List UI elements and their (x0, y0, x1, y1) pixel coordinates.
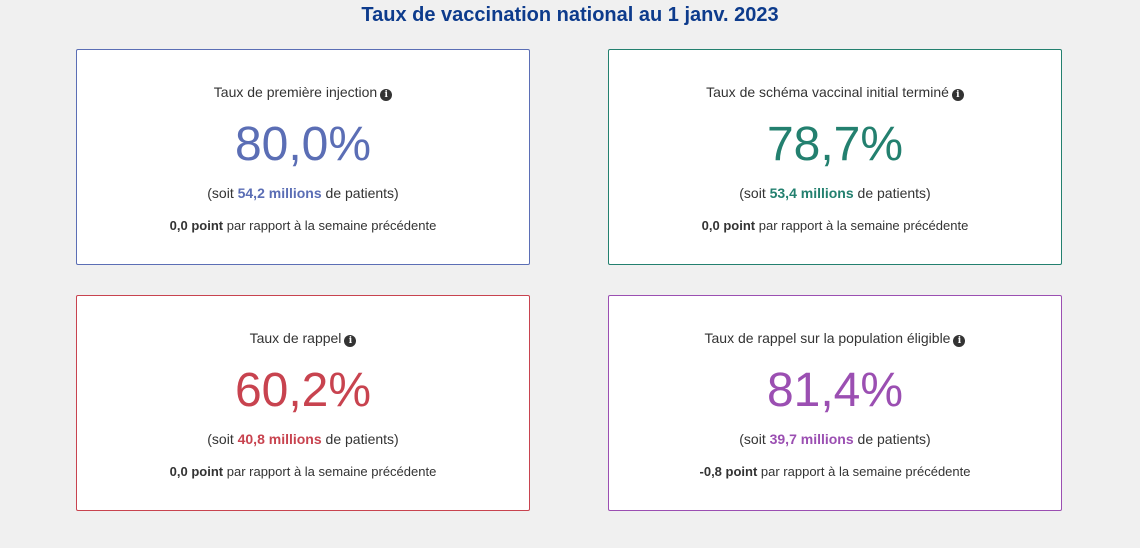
card-label: Taux de première injection i (77, 83, 529, 101)
card-change: 0,0 point par rapport à la semaine précé… (609, 217, 1061, 234)
info-circle-icon[interactable]: i (344, 335, 357, 347)
card-patients: (soit 39,7 millions de patients) (609, 430, 1061, 448)
patients-prefix: (soit (207, 185, 238, 201)
patients-count: 40,8 millions (237, 431, 322, 447)
card-first-injection: Taux de première injection i 80,0% (soit … (76, 49, 530, 265)
info-circle-icon[interactable]: i (380, 89, 393, 101)
change-points: -0,8 point (699, 464, 758, 479)
page-title: Taux de vaccination national au 1 janv. … (361, 4, 779, 26)
card-patients: (soit 40,8 millions de patients) (77, 430, 529, 448)
patients-count: 39,7 millions (769, 431, 854, 447)
card-label: Taux de rappel sur la population éligibl… (609, 329, 1061, 347)
patients-count: 54,2 millions (237, 185, 322, 201)
card-label: Taux de rappel i (77, 329, 529, 347)
card-initial-schedule: Taux de schéma vaccinal initial terminé i… (608, 49, 1062, 265)
info-circle-icon[interactable]: i (953, 335, 966, 347)
card-label-text: Taux de rappel sur la population éligibl… (704, 330, 951, 346)
card-patients: (soit 54,2 millions de patients) (77, 184, 529, 202)
card-change: -0,8 point par rapport à la semaine préc… (609, 463, 1061, 480)
card-value: 81,4% (766, 364, 904, 417)
patients-suffix: de patients) (321, 431, 399, 447)
change-points: 0,0 point (169, 218, 224, 233)
card-label-text: Taux de schéma vaccinal initial terminé (706, 84, 949, 100)
change-suffix: par rapport à la semaine précédente (757, 464, 971, 479)
patients-suffix: de patients) (853, 431, 931, 447)
card-value: 60,2% (234, 364, 372, 417)
patients-suffix: de patients) (321, 185, 399, 201)
card-value: 80,0% (234, 118, 372, 171)
change-suffix: par rapport à la semaine précédente (755, 218, 969, 233)
card-label-text: Taux de rappel (249, 330, 342, 346)
change-suffix: par rapport à la semaine précédente (223, 464, 437, 479)
patients-prefix: (soit (739, 185, 770, 201)
patients-count: 53,4 millions (769, 185, 854, 201)
change-points: 0,0 point (169, 464, 224, 479)
card-label: Taux de schéma vaccinal initial terminé i (609, 83, 1061, 101)
card-change: 0,0 point par rapport à la semaine précé… (77, 217, 529, 234)
patients-prefix: (soit (207, 431, 238, 447)
card-patients: (soit 53,4 millions de patients) (609, 184, 1061, 202)
patients-prefix: (soit (739, 431, 770, 447)
card-value: 78,7% (766, 118, 904, 171)
card-change: 0,0 point par rapport à la semaine précé… (77, 463, 529, 480)
info-circle-icon[interactable]: i (951, 89, 964, 101)
card-booster: Taux de rappel i 60,2% (soit 40,8 million… (76, 295, 530, 511)
change-points: 0,0 point (701, 218, 756, 233)
card-label-text: Taux de première injection (213, 84, 378, 100)
patients-suffix: de patients) (853, 185, 931, 201)
card-booster-eligible: Taux de rappel sur la population éligibl… (608, 295, 1062, 511)
change-suffix: par rapport à la semaine précédente (223, 218, 437, 233)
